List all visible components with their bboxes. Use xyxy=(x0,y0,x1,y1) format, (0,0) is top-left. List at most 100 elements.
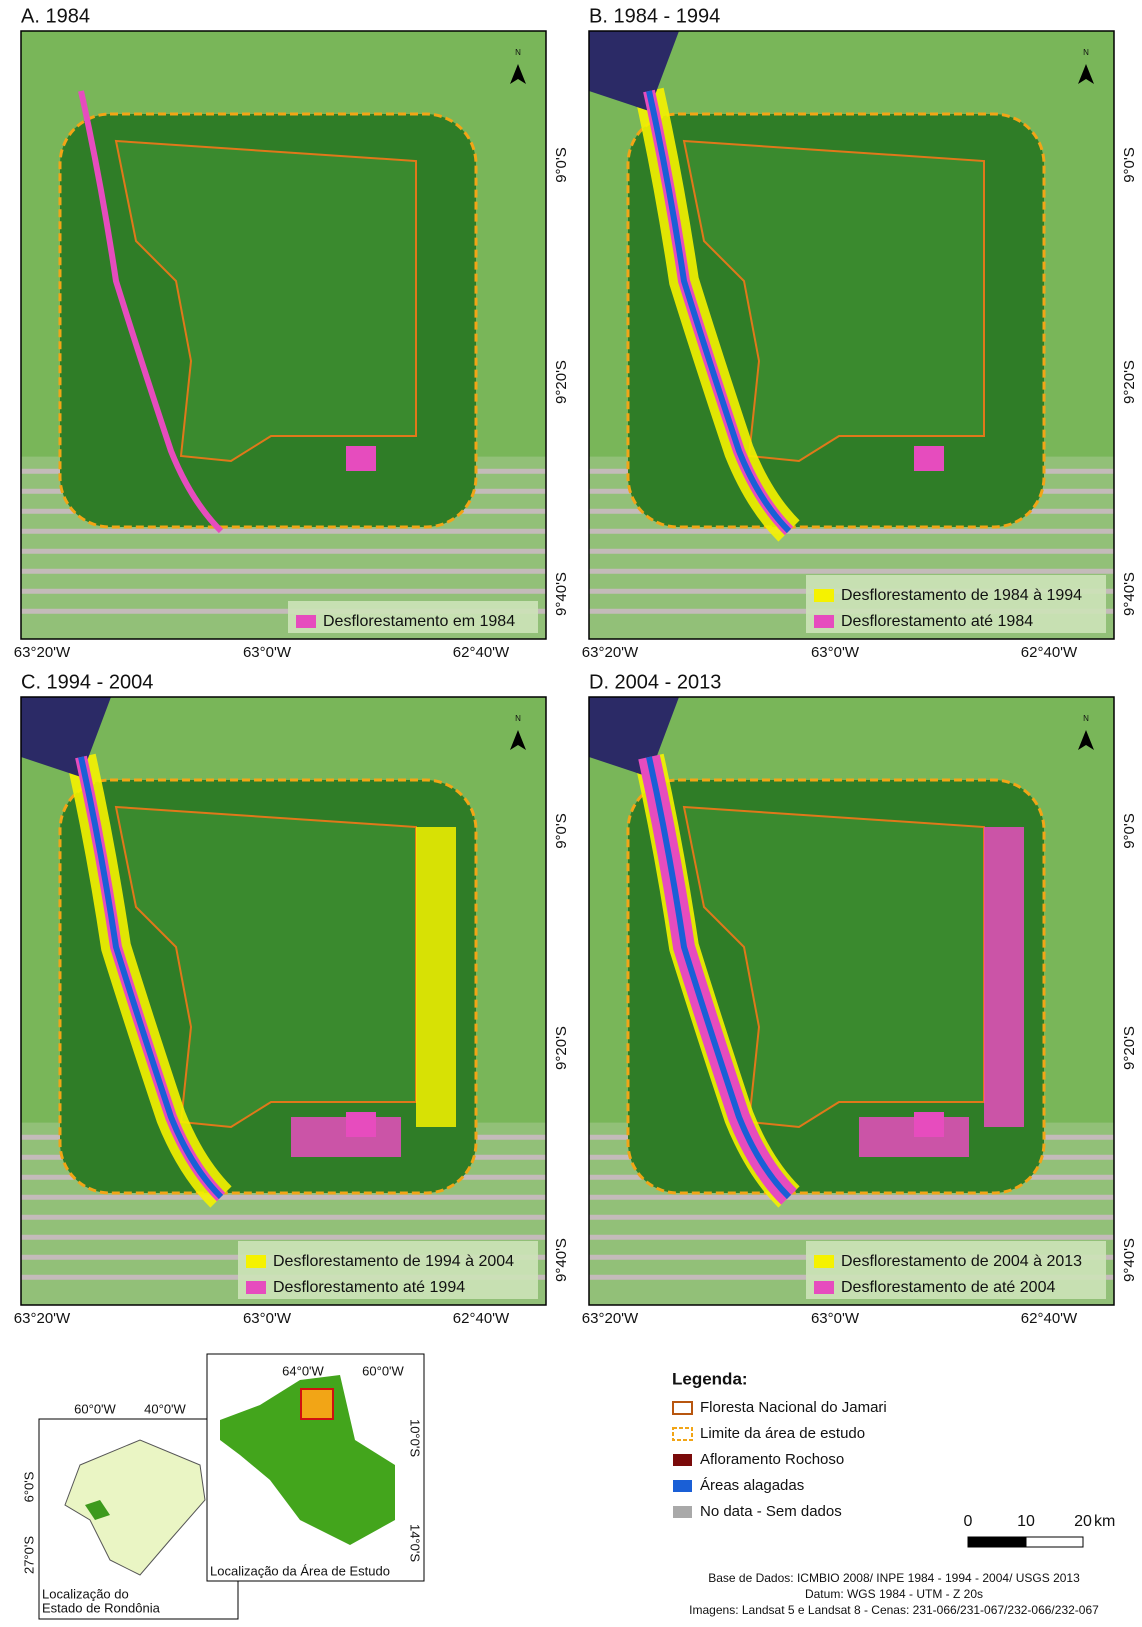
map: N Desflorestamento em 1984 xyxy=(21,31,546,639)
stripe xyxy=(21,549,546,554)
y-label: 9°20'S xyxy=(553,360,570,404)
north-label: N xyxy=(515,714,521,723)
x-label: 63°0'W xyxy=(243,644,292,661)
legend-label: Desflorestamento de 1994 à 2004 xyxy=(273,1253,514,1270)
inset-y-label: 10°0'S xyxy=(408,1419,423,1457)
x-label: 63°20'W xyxy=(582,644,639,661)
y-label: 9°20'S xyxy=(1121,360,1138,404)
legend-label: Limite da área de estudo xyxy=(700,1425,865,1442)
legend-label: Desflorestamento em 1984 xyxy=(323,613,515,630)
figure: A. 1984 N Desflorestamento em 1984 63°20'W 6… xyxy=(0,0,1142,1627)
stripe xyxy=(589,1215,1114,1220)
scale-label: 20 xyxy=(1074,1513,1092,1530)
legend-swatch xyxy=(673,1480,692,1492)
scale-unit: km xyxy=(1094,1513,1115,1530)
stripe xyxy=(589,529,1114,534)
clearing xyxy=(914,446,944,471)
y-label: 9°20'S xyxy=(1121,1026,1138,1070)
clearing xyxy=(291,1117,401,1157)
clearing xyxy=(859,1117,969,1157)
stripe xyxy=(589,569,1114,574)
inset-x-label: 40°0'W xyxy=(144,1401,186,1416)
north-label: N xyxy=(1083,714,1089,723)
stripe xyxy=(21,1215,546,1220)
credits: Datum: WGS 1984 - UTM - Z 20s xyxy=(805,1587,983,1601)
study-box xyxy=(301,1389,333,1419)
y-label: 9°0'S xyxy=(553,147,570,183)
legend-swatch xyxy=(673,1402,692,1414)
clearing xyxy=(416,827,456,1127)
map: N Desflorestamento de 1984 à 1994 Desflore… xyxy=(589,31,1114,639)
panel-title: A. 1984 xyxy=(21,5,90,27)
legend-swatch xyxy=(814,589,834,602)
inset-y-label: 14°0'S xyxy=(408,1524,423,1562)
x-label: 63°20'W xyxy=(14,1310,71,1327)
y-label: 9°40'S xyxy=(1121,572,1138,616)
legend-title: Legenda: xyxy=(672,1369,748,1388)
inset-x-label: 60°0'W xyxy=(74,1401,116,1416)
y-label: 9°40'S xyxy=(1121,1238,1138,1282)
inset-caption: Localização da Área de Estudo xyxy=(210,1563,390,1578)
stripe xyxy=(589,1195,1114,1200)
x-label: 62°40'W xyxy=(453,1310,510,1327)
legend-label: Desflorestamento de 1984 à 1994 xyxy=(841,587,1082,604)
legend-swatch xyxy=(246,1281,266,1294)
y-label: 9°0'S xyxy=(553,813,570,849)
map: N Desflorestamento de 1994 à 2004 Desflore… xyxy=(21,697,546,1305)
x-label: 62°40'W xyxy=(1021,644,1078,661)
stripe xyxy=(589,1235,1114,1240)
map: N Desflorestamento de 2004 à 2013 Desflore… xyxy=(589,697,1114,1305)
north-label: N xyxy=(1083,48,1089,57)
legend-swatch xyxy=(814,615,834,628)
credits: Imagens: Landsat 5 e Landsat 8 - Cenas: … xyxy=(689,1603,1099,1617)
legend-label: Desflorestamento até 1984 xyxy=(841,613,1033,630)
legend-swatch xyxy=(673,1454,692,1466)
legend-label: Desflorestamento até 1994 xyxy=(273,1279,465,1296)
inset-x-label: 60°0'W xyxy=(362,1363,404,1378)
stripe xyxy=(21,1235,546,1240)
legend-label: Afloramento Rochoso xyxy=(700,1451,844,1468)
scale-label: 10 xyxy=(1017,1513,1035,1530)
stripe xyxy=(589,549,1114,554)
x-label: 63°20'W xyxy=(14,644,71,661)
inset-y-label: 27°0'S xyxy=(21,1536,36,1574)
legend-label: No data - Sem dados xyxy=(700,1503,842,1520)
stripe xyxy=(21,589,546,594)
stripe xyxy=(21,1195,546,1200)
legend-swatch xyxy=(814,1281,834,1294)
x-label: 63°0'W xyxy=(243,1310,292,1327)
panel-title: D. 2004 - 2013 xyxy=(589,671,721,693)
y-label: 9°20'S xyxy=(553,1026,570,1070)
stripe xyxy=(21,529,546,534)
x-label: 62°40'W xyxy=(453,644,510,661)
clearing xyxy=(346,446,376,471)
legend-swatch xyxy=(673,1506,692,1518)
y-label: 9°40'S xyxy=(553,1238,570,1282)
legend-swatch xyxy=(673,1428,692,1440)
north-label: N xyxy=(515,48,521,57)
legend-label: Desflorestamento de até 2004 xyxy=(841,1279,1055,1296)
clearing xyxy=(984,827,1024,1127)
panel-title: C. 1994 - 2004 xyxy=(21,671,153,693)
y-label: 9°0'S xyxy=(1121,147,1138,183)
inset-caption: Localização do xyxy=(42,1586,129,1601)
x-label: 63°0'W xyxy=(811,644,860,661)
legend-swatch xyxy=(814,1255,834,1268)
y-label: 9°0'S xyxy=(1121,813,1138,849)
y-label: 9°40'S xyxy=(553,572,570,616)
legend-label: Desflorestamento de 2004 à 2013 xyxy=(841,1253,1082,1270)
scale-label: 0 xyxy=(964,1513,973,1530)
stripe xyxy=(21,569,546,574)
credits: Base de Dados: ICMBIO 2008/ INPE 1984 - … xyxy=(708,1571,1080,1585)
panel-title: B. 1984 - 1994 xyxy=(589,5,720,27)
inset-x-label: 64°0'W xyxy=(282,1363,324,1378)
legend-swatch xyxy=(246,1255,266,1268)
legend-swatch xyxy=(296,615,316,628)
x-label: 62°40'W xyxy=(1021,1310,1078,1327)
inset-caption: Estado de Rondônia xyxy=(42,1600,161,1615)
scale-black xyxy=(968,1537,1026,1547)
x-label: 63°20'W xyxy=(582,1310,639,1327)
legend-label: Áreas alagadas xyxy=(700,1477,804,1494)
inset-y-label: 6°0'S xyxy=(21,1471,36,1502)
scale-white xyxy=(1026,1537,1083,1547)
